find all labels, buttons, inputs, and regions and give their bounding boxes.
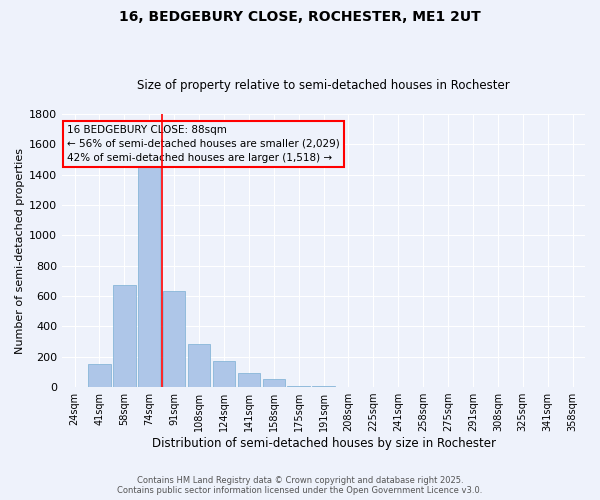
Y-axis label: Number of semi-detached properties: Number of semi-detached properties <box>15 148 25 354</box>
Title: Size of property relative to semi-detached houses in Rochester: Size of property relative to semi-detach… <box>137 79 510 92</box>
X-axis label: Distribution of semi-detached houses by size in Rochester: Distribution of semi-detached houses by … <box>152 437 496 450</box>
Bar <box>188 344 210 387</box>
Bar <box>113 284 136 387</box>
Text: 16 BEDGEBURY CLOSE: 88sqm
← 56% of semi-detached houses are smaller (2,029)
42% : 16 BEDGEBURY CLOSE: 88sqm ← 56% of semi-… <box>67 125 340 163</box>
Bar <box>238 372 260 387</box>
Bar <box>88 364 111 387</box>
Bar <box>263 378 285 387</box>
Bar <box>138 166 160 387</box>
Bar <box>163 290 185 387</box>
Bar <box>313 386 335 387</box>
Text: Contains HM Land Registry data © Crown copyright and database right 2025.
Contai: Contains HM Land Registry data © Crown c… <box>118 476 482 495</box>
Bar <box>213 362 235 387</box>
Text: 16, BEDGEBURY CLOSE, ROCHESTER, ME1 2UT: 16, BEDGEBURY CLOSE, ROCHESTER, ME1 2UT <box>119 10 481 24</box>
Bar <box>287 386 310 387</box>
